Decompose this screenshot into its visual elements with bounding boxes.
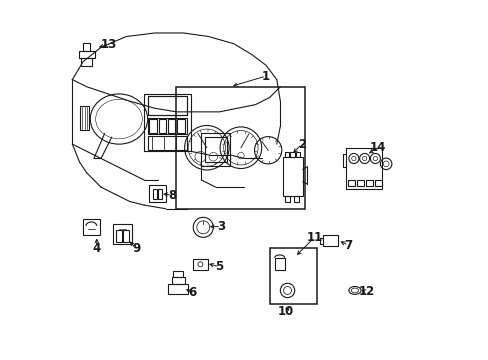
Bar bbox=[168, 284, 188, 294]
Bar bbox=[356, 180, 364, 186]
Bar bbox=[80, 107, 88, 130]
Text: 1: 1 bbox=[262, 69, 269, 82]
Bar bbox=[147, 136, 187, 150]
Bar bbox=[296, 152, 300, 157]
Bar bbox=[173, 271, 183, 277]
Bar bbox=[283, 157, 303, 196]
Text: 10: 10 bbox=[277, 306, 293, 319]
Text: 12: 12 bbox=[358, 285, 374, 298]
Bar bbox=[148, 185, 165, 202]
Bar bbox=[158, 189, 162, 199]
Bar bbox=[293, 196, 298, 202]
Bar bbox=[171, 277, 184, 284]
Bar bbox=[374, 180, 382, 186]
Bar bbox=[81, 58, 92, 66]
Text: 8: 8 bbox=[167, 189, 176, 202]
Bar bbox=[116, 230, 122, 242]
Bar bbox=[159, 120, 165, 133]
Bar bbox=[274, 258, 284, 270]
Bar bbox=[204, 137, 226, 162]
Text: 13: 13 bbox=[101, 38, 117, 51]
Bar bbox=[79, 51, 94, 58]
Bar bbox=[176, 87, 305, 209]
Text: 4: 4 bbox=[92, 242, 101, 255]
Bar bbox=[347, 180, 355, 186]
Bar bbox=[123, 230, 128, 242]
Text: 2: 2 bbox=[297, 138, 305, 150]
Text: 9: 9 bbox=[132, 242, 140, 255]
Bar bbox=[270, 248, 316, 304]
Bar bbox=[83, 43, 90, 51]
Text: 7: 7 bbox=[344, 239, 352, 252]
Text: 11: 11 bbox=[305, 231, 322, 244]
Bar bbox=[193, 258, 207, 270]
Bar bbox=[201, 134, 230, 166]
Bar bbox=[82, 220, 100, 235]
Bar bbox=[168, 120, 175, 133]
Text: 3: 3 bbox=[217, 220, 225, 233]
Bar bbox=[323, 235, 337, 246]
Bar bbox=[147, 118, 187, 134]
Bar bbox=[113, 224, 132, 244]
Bar bbox=[152, 189, 157, 199]
Text: 5: 5 bbox=[215, 260, 223, 273]
Bar bbox=[177, 120, 184, 133]
Bar bbox=[290, 152, 294, 157]
Bar bbox=[346, 148, 381, 189]
Bar bbox=[284, 152, 288, 157]
Bar bbox=[285, 196, 290, 202]
Bar bbox=[366, 180, 372, 186]
Text: 14: 14 bbox=[369, 141, 386, 154]
Bar bbox=[149, 120, 156, 133]
Bar bbox=[147, 96, 187, 116]
Text: 6: 6 bbox=[188, 287, 196, 300]
